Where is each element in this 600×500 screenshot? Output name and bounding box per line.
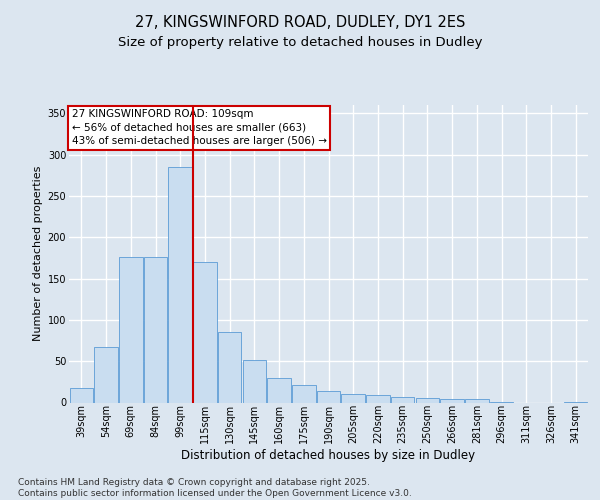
Bar: [317, 391, 340, 402]
Text: Size of property relative to detached houses in Dudley: Size of property relative to detached ho…: [118, 36, 482, 49]
Bar: [144, 257, 167, 402]
Bar: [391, 396, 415, 402]
Bar: [366, 395, 389, 402]
Y-axis label: Number of detached properties: Number of detached properties: [34, 166, 43, 342]
Text: Contains HM Land Registry data © Crown copyright and database right 2025.
Contai: Contains HM Land Registry data © Crown c…: [18, 478, 412, 498]
Bar: [169, 167, 192, 402]
Bar: [440, 399, 464, 402]
Text: 27, KINGSWINFORD ROAD, DUDLEY, DY1 2ES: 27, KINGSWINFORD ROAD, DUDLEY, DY1 2ES: [135, 15, 465, 30]
Bar: [119, 257, 143, 402]
Bar: [268, 378, 291, 402]
Bar: [94, 347, 118, 403]
Bar: [465, 399, 488, 402]
Bar: [292, 385, 316, 402]
Bar: [341, 394, 365, 402]
Bar: [70, 388, 93, 402]
Bar: [242, 360, 266, 403]
Bar: [416, 398, 439, 402]
Bar: [193, 262, 217, 402]
Bar: [218, 332, 241, 402]
X-axis label: Distribution of detached houses by size in Dudley: Distribution of detached houses by size …: [181, 449, 476, 462]
Text: 27 KINGSWINFORD ROAD: 109sqm
← 56% of detached houses are smaller (663)
43% of s: 27 KINGSWINFORD ROAD: 109sqm ← 56% of de…: [71, 110, 326, 146]
